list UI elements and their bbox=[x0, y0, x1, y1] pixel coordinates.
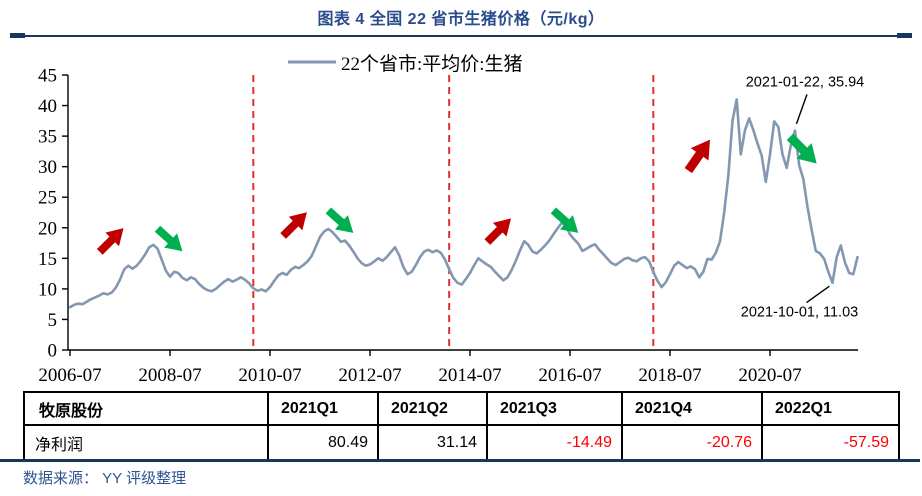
annotation-leader-line bbox=[806, 285, 830, 304]
title-divider-cap-right bbox=[897, 33, 912, 38]
net-profit-2021q4: -20.76 bbox=[621, 424, 763, 461]
net-profit-2021q2: 31.14 bbox=[377, 424, 488, 461]
x-tick-label: 2010-07 bbox=[238, 365, 301, 386]
y-tick-label: 5 bbox=[48, 310, 58, 331]
table-header-q5: 2022Q1 bbox=[761, 391, 900, 426]
x-tick-label: 2006-07 bbox=[38, 365, 101, 386]
y-tick-label: 45 bbox=[38, 66, 57, 87]
data-source-text: 数据来源： YY 评级整理 bbox=[23, 470, 187, 487]
x-tick-label: 2014-07 bbox=[438, 365, 501, 386]
footer-divider-line bbox=[0, 459, 920, 462]
x-tick-label: 2012-07 bbox=[338, 365, 401, 386]
x-axis-ticks: 2006-07 2008-07 2010-07 2012-07 2014-07 2016-… bbox=[38, 350, 802, 386]
profit-table: 牧原股份 2021Q1 2021Q2 2021Q3 2021Q4 2022Q1 … bbox=[23, 391, 900, 461]
trend-arrows bbox=[96, 133, 817, 255]
x-tick-label: 2020-07 bbox=[738, 365, 801, 386]
title-divider-cap-left bbox=[10, 33, 25, 38]
y-tick-label: 10 bbox=[38, 279, 57, 300]
y-tick-label: 0 bbox=[48, 341, 58, 362]
trend-down-arrow bbox=[154, 225, 183, 252]
price-series-line bbox=[68, 98, 859, 309]
net-profit-2021q3: -14.49 bbox=[486, 424, 623, 461]
y-tick-label: 25 bbox=[38, 188, 57, 209]
trough-annotation-label: 2021-10-01, 11.03 bbox=[741, 305, 858, 321]
point-annotations: 2021-01-22, 35.94 2021-10-01, 11.03 bbox=[741, 74, 864, 320]
profit-table-wrap: 牧原股份 2021Q1 2021Q2 2021Q3 2021Q4 2022Q1 … bbox=[23, 391, 900, 461]
trend-down-arrow bbox=[550, 207, 579, 233]
trend-down-arrow bbox=[325, 207, 354, 233]
table-header-q2: 2021Q2 bbox=[377, 391, 488, 426]
table-header-company: 牧原股份 bbox=[23, 391, 269, 426]
trend-down-arrow bbox=[786, 133, 817, 164]
y-tick-label: 20 bbox=[38, 218, 57, 239]
table-header-q1: 2021Q1 bbox=[267, 391, 379, 426]
y-tick-label: 40 bbox=[38, 96, 57, 117]
title-divider-line bbox=[10, 35, 912, 37]
x-tick-label: 2016-07 bbox=[538, 365, 601, 386]
net-profit-2021q1: 80.49 bbox=[267, 424, 379, 461]
figure-title: 图表 4 全国 22 省市生猪价格（元/kg） bbox=[317, 11, 605, 28]
table-header-q3: 2021Q3 bbox=[486, 391, 623, 426]
trend-up-arrow bbox=[484, 218, 512, 245]
trend-up-arrow bbox=[280, 212, 307, 239]
row-label: 净利润 bbox=[23, 424, 269, 461]
y-tick-label: 35 bbox=[38, 127, 57, 148]
peak-annotation-label: 2021-01-22, 35.94 bbox=[746, 74, 865, 90]
trend-up-arrow bbox=[96, 228, 124, 255]
y-axis-ticks: 0 5 10 15 20 25 30 35 40 45 bbox=[38, 66, 68, 362]
trend-up-arrow bbox=[684, 139, 711, 174]
legend: 22个省市:平均价:生猪 bbox=[288, 53, 523, 75]
net-profit-2022q1: -57.59 bbox=[761, 424, 900, 461]
table-header-q4: 2021Q4 bbox=[621, 391, 763, 426]
y-tick-label: 30 bbox=[38, 157, 57, 178]
x-tick-label: 2018-07 bbox=[638, 365, 701, 386]
x-tick-label: 2008-07 bbox=[138, 365, 201, 386]
legend-label: 22个省市:平均价:生猪 bbox=[341, 53, 523, 75]
annotation-leader-line bbox=[795, 94, 808, 125]
table-row-net-profit: 净利润 80.49 31.14 -14.49 -20.76 -57.59 bbox=[23, 424, 900, 461]
cycle-divider-lines bbox=[252, 75, 655, 350]
table-header-row: 牧原股份 2021Q1 2021Q2 2021Q3 2021Q4 2022Q1 bbox=[23, 391, 900, 426]
y-tick-label: 15 bbox=[38, 249, 57, 270]
